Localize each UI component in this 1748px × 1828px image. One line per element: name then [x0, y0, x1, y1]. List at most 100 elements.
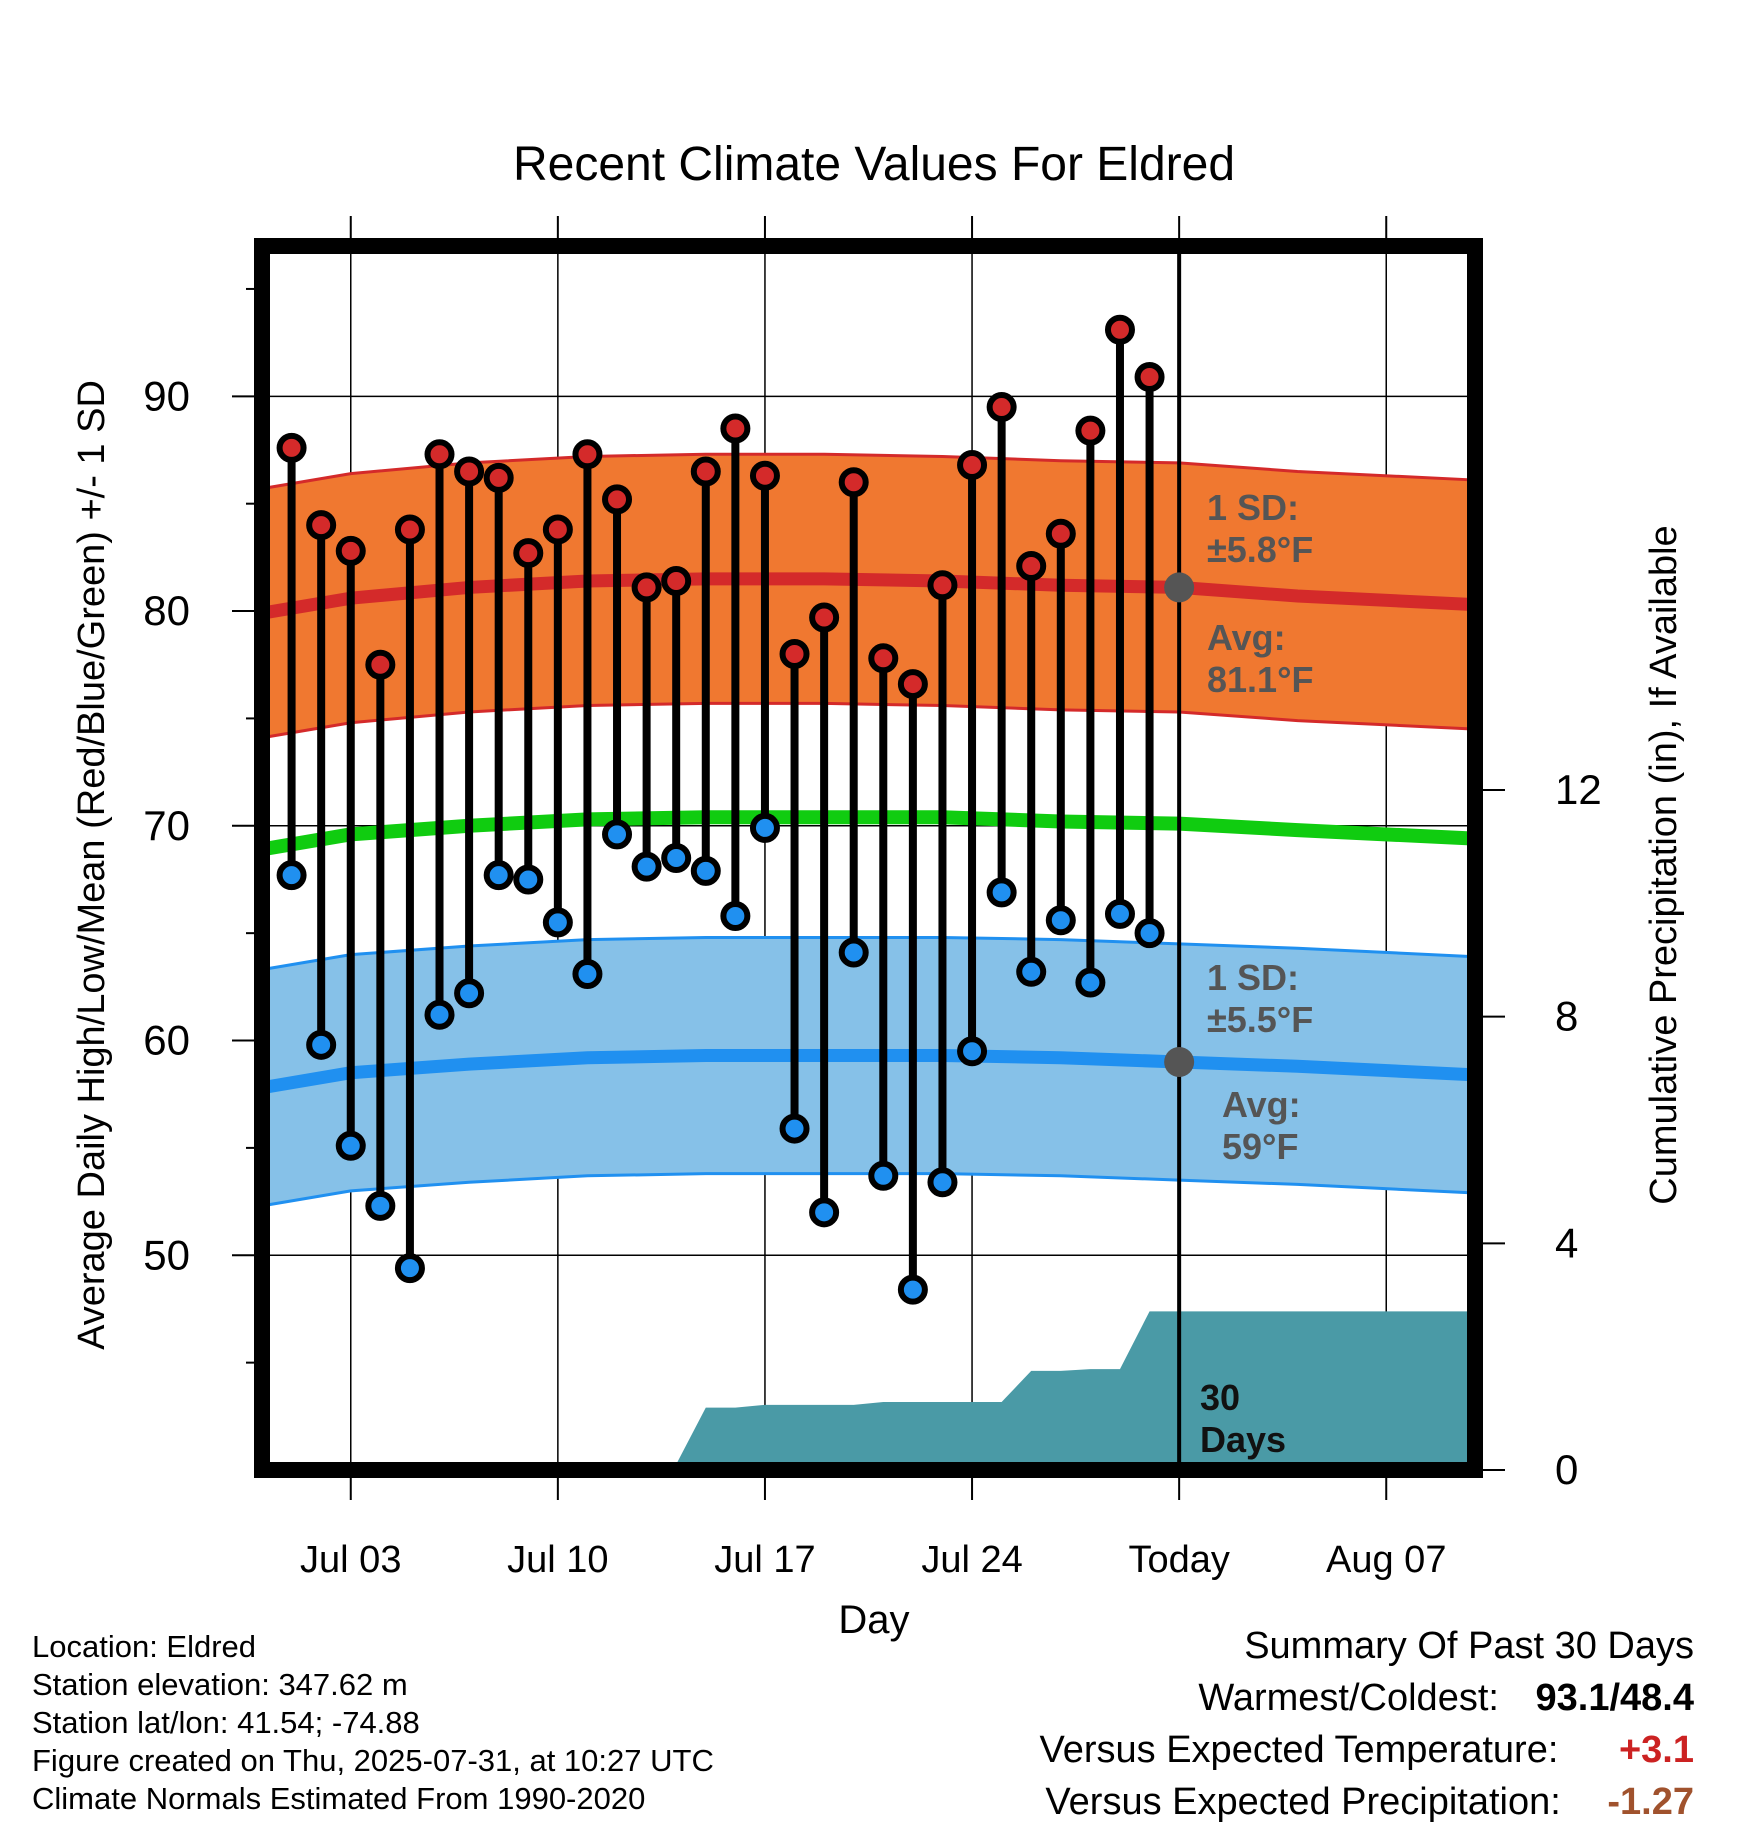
normal-high-line: [260, 572, 1476, 620]
high-avg-label: Avg:: [1207, 617, 1286, 658]
low-sd-band: [262, 937, 1475, 1206]
plot-frame: [254, 238, 1483, 1478]
high-sd-label: 1 SD:: [1207, 487, 1299, 528]
low-sd-label: 1 SD:: [1207, 957, 1299, 998]
daily-high-point: [483, 462, 514, 493]
daily-low-point: [1075, 967, 1106, 998]
normals-text: Climate Normals Estimated From 1990-2020: [32, 1781, 646, 1816]
daily-high-point: [779, 639, 810, 669]
location-text: Location: Eldred: [32, 1629, 257, 1664]
daily-high-point: [394, 514, 425, 545]
daily-low-point: [454, 978, 485, 1009]
y-tick-label: 60: [143, 1017, 190, 1064]
daily-high-point: [986, 392, 1017, 423]
x-tick-label: Jul 10: [507, 1539, 608, 1581]
daily-high-point: [276, 432, 307, 463]
y2-axis-label: Cumulative Precipitation (in), If Availa…: [1643, 525, 1685, 1204]
daily-high-point: [661, 565, 692, 596]
daily-low-point: [779, 1113, 810, 1144]
daily-high-point: [690, 456, 721, 487]
daily-high-point: [957, 450, 988, 481]
precip-departure-value: -1.27: [1607, 1781, 1694, 1823]
daily-low-point: [749, 812, 780, 843]
daily-high-point: [1075, 415, 1106, 446]
daily-low-point: [602, 819, 633, 850]
precip-days-number: 30: [1200, 1377, 1240, 1418]
daily-high-point: [1016, 550, 1047, 581]
temp-departure-value: +3.1: [1618, 1729, 1694, 1771]
daily-low-point: [897, 1274, 928, 1305]
daily-low-point: [365, 1190, 396, 1221]
daily-high-point: [868, 643, 899, 674]
x-tick-label: Jul 24: [921, 1539, 1022, 1581]
warm-cold-label: Warmest/Coldest:: [1198, 1677, 1499, 1719]
daily-high-point: [335, 535, 366, 566]
low-avg-value: 59°F: [1222, 1126, 1298, 1167]
daily-high-point: [602, 484, 633, 515]
station-info: Location: Eldred Station elevation: 347.…: [32, 1628, 714, 1818]
daily-low-point: [424, 999, 455, 1030]
daily-high-point: [542, 514, 573, 545]
low-avg-label: Avg:: [1222, 1084, 1301, 1125]
daily-low-point: [306, 1029, 337, 1060]
daily-high-point: [572, 439, 603, 470]
daily-low-point: [927, 1167, 958, 1198]
x-axis-label: Day: [838, 1598, 909, 1642]
daily-low-point: [631, 851, 662, 882]
daily-high-point: [1104, 314, 1135, 345]
daily-low-point: [1045, 905, 1076, 936]
daily-high-point: [1134, 361, 1165, 392]
daily-high-point: [927, 570, 958, 601]
daily-low-point: [661, 843, 692, 873]
daily-high-point: [631, 572, 662, 603]
daily-high-point: [1045, 518, 1076, 549]
today-high-avg-marker: [1164, 572, 1195, 603]
daily-low-point: [572, 958, 603, 989]
y2-tick-label: 12: [1555, 766, 1602, 813]
y-axis-label: Average Daily High/Low/Mean (Red/Blue/Gr…: [71, 380, 113, 1350]
daily-low-point: [1104, 898, 1135, 929]
daily-high-point: [454, 456, 485, 487]
daily-low-point: [838, 937, 869, 968]
latlon-text: Station lat/lon: 41.54; -74.88: [32, 1705, 420, 1740]
daily-low-point: [542, 907, 573, 938]
daily-low-point: [809, 1197, 840, 1228]
temp-departure-label: Versus Expected Temperature:: [1039, 1729, 1559, 1771]
daily-low-point: [394, 1253, 425, 1284]
x-tick-label: Jul 03: [300, 1539, 401, 1581]
y2-tick-label: 8: [1555, 993, 1578, 1040]
daily-low-point: [957, 1036, 988, 1067]
daily-high-point: [424, 439, 455, 470]
daily-high-point: [838, 467, 869, 498]
today-low-avg-marker: [1164, 1047, 1195, 1077]
precip-departure-label: Versus Expected Precipitation:: [1045, 1781, 1561, 1823]
elevation-text: Station elevation: 347.62 m: [32, 1667, 408, 1702]
y2-tick-label: 4: [1555, 1219, 1578, 1266]
daily-high-point: [365, 649, 396, 680]
high-sd-upper-edge: [261, 452, 1476, 491]
precip-area: [291, 1311, 1476, 1470]
chart-title: Recent Climate Values For Eldred: [513, 138, 1235, 191]
daily-high-point: [897, 669, 928, 700]
y-tick-label: 80: [143, 587, 190, 634]
x-tick-label: Aug 07: [1326, 1539, 1446, 1581]
daily-low-point: [483, 860, 514, 891]
daily-high-point: [306, 510, 337, 541]
y2-tick-label: 0: [1555, 1446, 1578, 1493]
summary-title: Summary Of Past 30 Days: [1244, 1625, 1694, 1667]
daily-low-point: [513, 864, 544, 895]
daily-low-point: [986, 877, 1017, 908]
daily-low-point: [335, 1130, 366, 1161]
daily-high-point: [809, 602, 840, 633]
y-tick-label: 90: [143, 372, 190, 419]
created-text: Figure created on Thu, 2025-07-31, at 10…: [32, 1743, 714, 1778]
daily-low-point: [690, 855, 721, 886]
daily-high-point: [720, 413, 751, 444]
low-sd-value: ±5.5°F: [1207, 999, 1313, 1040]
high-avg-value: 81.1°F: [1207, 659, 1313, 700]
daily-low-point: [276, 860, 307, 891]
summary-panel: Summary Of Past 30 Days Warmest/Coldest:…: [1039, 1620, 1694, 1828]
daily-low-point: [720, 900, 751, 931]
